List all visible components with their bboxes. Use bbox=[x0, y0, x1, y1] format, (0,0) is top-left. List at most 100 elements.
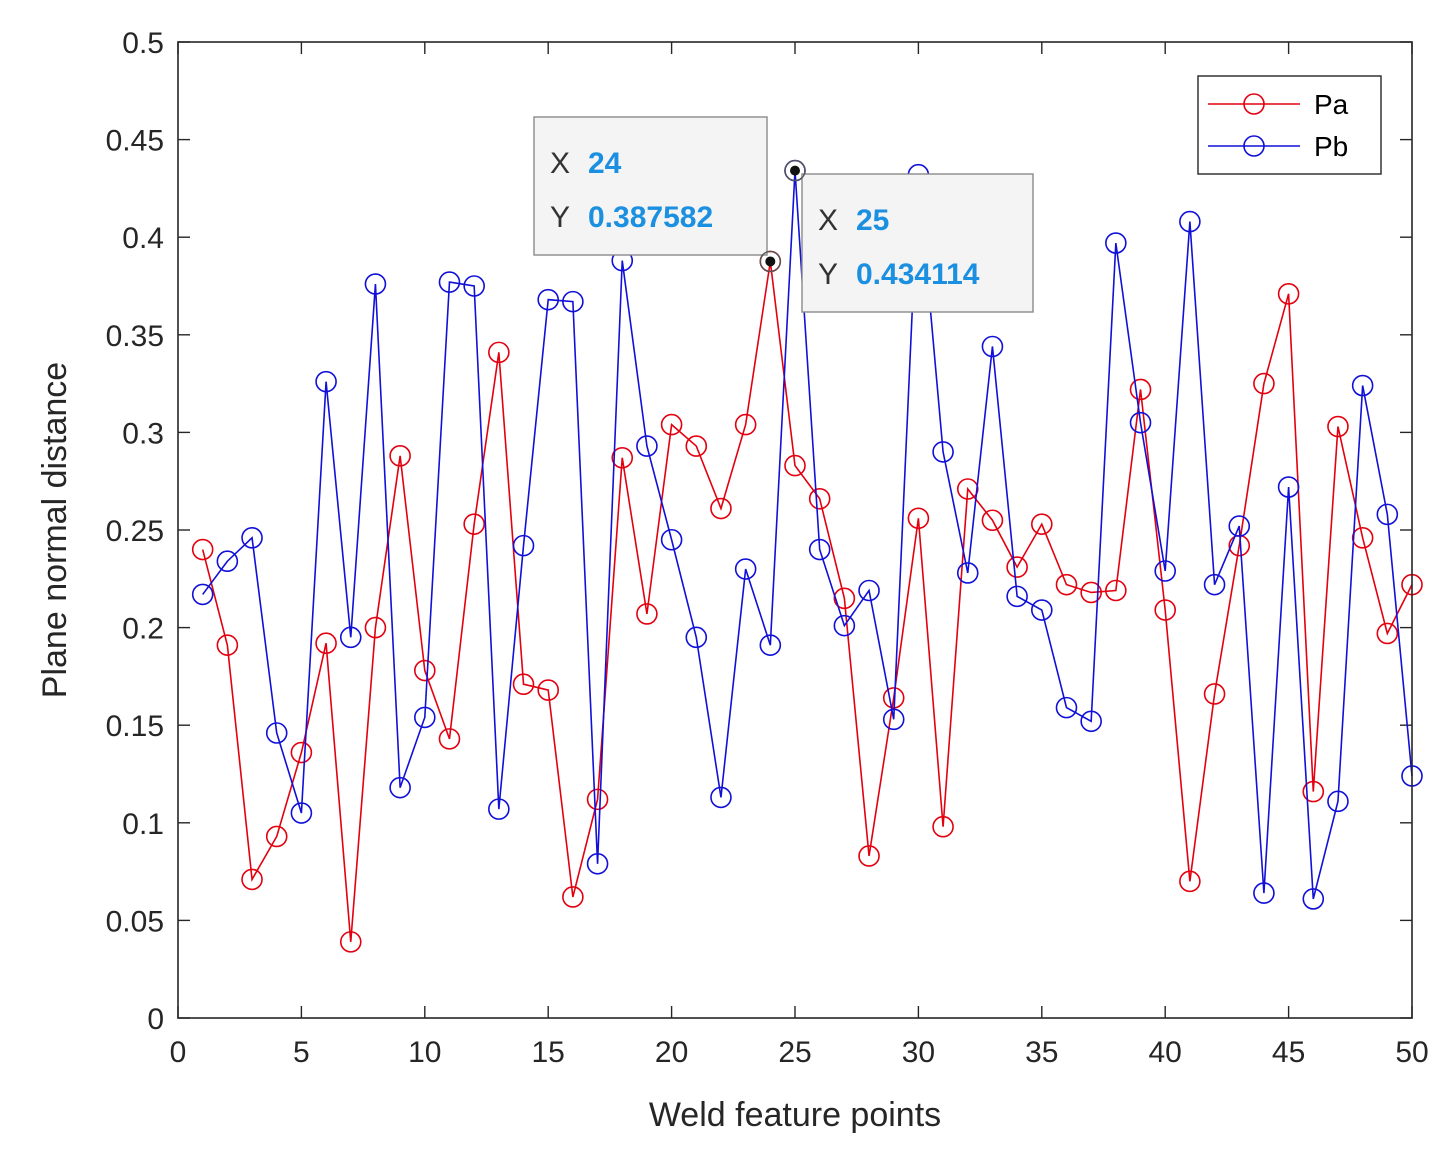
data-point-pa[interactable] bbox=[1277, 283, 1300, 305]
data-point-pa[interactable] bbox=[586, 788, 609, 811]
data-point-pa[interactable] bbox=[1203, 683, 1226, 705]
data-point-pb[interactable] bbox=[808, 538, 831, 561]
data-point-pb[interactable] bbox=[882, 708, 905, 731]
data-point-pa[interactable] bbox=[1105, 579, 1127, 602]
data-point-pb[interactable] bbox=[1203, 573, 1226, 596]
data-point-pa[interactable] bbox=[1031, 513, 1053, 535]
data-point-pa[interactable] bbox=[932, 815, 954, 838]
data-point-pb[interactable] bbox=[833, 614, 856, 637]
data-point-pa[interactable] bbox=[784, 454, 806, 477]
data-point-pa[interactable] bbox=[636, 603, 658, 625]
datatip-x-value: 24 bbox=[588, 147, 622, 180]
x-tick-labels: 0 5 10 15 20 25 30 35 40 45 50 bbox=[170, 1036, 1429, 1069]
data-point-pb[interactable] bbox=[537, 288, 560, 311]
data-point-pb[interactable] bbox=[1277, 476, 1300, 498]
data-point-pb[interactable] bbox=[710, 786, 732, 809]
data-point-pa[interactable] bbox=[241, 868, 263, 891]
data-point-pb[interactable] bbox=[1302, 888, 1325, 910]
data-point-pa[interactable] bbox=[734, 413, 757, 436]
data-point-pb[interactable] bbox=[1006, 585, 1028, 608]
data-point-pb[interactable] bbox=[1080, 710, 1102, 733]
data-point-pb[interactable] bbox=[1253, 882, 1275, 904]
data-point-pb[interactable] bbox=[932, 441, 954, 463]
data-point-pb[interactable] bbox=[956, 562, 979, 584]
data-point-pb[interactable] bbox=[1129, 411, 1152, 434]
data-point-pb[interactable] bbox=[512, 534, 535, 557]
data-point-pa[interactable] bbox=[1006, 556, 1028, 578]
data-point-pa[interactable] bbox=[685, 435, 708, 457]
y-tick-label: 0.45 bbox=[106, 125, 164, 158]
data-point-pb[interactable] bbox=[265, 722, 288, 744]
data-point-pa[interactable] bbox=[1055, 573, 1078, 596]
data-point-pa[interactable] bbox=[364, 616, 387, 639]
data-point-pa[interactable] bbox=[833, 587, 856, 610]
datatip-anchor-dot bbox=[790, 165, 800, 176]
data-point-pa[interactable] bbox=[1351, 527, 1374, 549]
data-point-pb[interactable] bbox=[1228, 515, 1251, 537]
data-point-pb[interactable] bbox=[290, 802, 313, 824]
data-point-pb[interactable] bbox=[339, 626, 362, 649]
data-point-pb[interactable] bbox=[216, 550, 239, 573]
data-point-pa[interactable] bbox=[710, 497, 732, 520]
data-point-pa[interactable] bbox=[808, 487, 831, 510]
data-point-pa[interactable] bbox=[611, 446, 634, 469]
data-point-pb[interactable] bbox=[858, 579, 880, 602]
data-point-pa[interactable] bbox=[389, 445, 411, 467]
data-point-pa[interactable] bbox=[191, 538, 214, 561]
data-point-pa[interactable] bbox=[315, 632, 337, 655]
data-point-pa[interactable] bbox=[339, 931, 362, 953]
data-point-pa[interactable] bbox=[907, 507, 930, 530]
datatip-pb-25[interactable]: X 25 Y 0.434114 bbox=[801, 173, 1034, 313]
data-point-pb[interactable] bbox=[1376, 503, 1399, 526]
data-point-pb[interactable] bbox=[1351, 374, 1374, 397]
data-point-pb[interactable] bbox=[438, 271, 461, 293]
data-point-pb[interactable] bbox=[1105, 232, 1127, 254]
data-point-pa[interactable] bbox=[413, 659, 436, 682]
data-point-pb[interactable] bbox=[636, 435, 658, 457]
data-point-pb[interactable] bbox=[1154, 560, 1176, 582]
data-point-pb[interactable] bbox=[981, 335, 1004, 358]
data-point-pb[interactable] bbox=[660, 528, 683, 551]
x-tick-label: 25 bbox=[778, 1036, 811, 1069]
data-point-pb[interactable] bbox=[759, 634, 782, 656]
data-point-pb[interactable] bbox=[389, 776, 411, 799]
data-point-pb[interactable] bbox=[734, 558, 757, 580]
data-point-pa[interactable] bbox=[981, 509, 1004, 532]
data-point-pa[interactable] bbox=[1327, 415, 1349, 438]
data-point-pa[interactable] bbox=[265, 825, 288, 848]
data-point-pb[interactable] bbox=[191, 583, 214, 606]
data-point-pa[interactable] bbox=[488, 341, 510, 364]
data-point-pb[interactable] bbox=[1055, 696, 1078, 719]
data-point-pa[interactable] bbox=[660, 413, 683, 436]
data-point-pa[interactable] bbox=[1129, 378, 1152, 401]
data-point-pb[interactable] bbox=[364, 273, 387, 295]
data-point-pa[interactable] bbox=[1154, 599, 1176, 621]
data-point-pa[interactable] bbox=[1080, 581, 1102, 604]
data-point-pa[interactable] bbox=[463, 513, 485, 535]
data-point-pb[interactable] bbox=[562, 290, 584, 313]
data-point-pa[interactable] bbox=[562, 886, 584, 908]
data-point-pa[interactable] bbox=[290, 741, 313, 764]
data-point-pb[interactable] bbox=[315, 370, 337, 393]
data-point-pb[interactable] bbox=[586, 852, 609, 875]
data-point-pa[interactable] bbox=[956, 478, 979, 500]
data-point-pa[interactable] bbox=[537, 679, 560, 701]
data-point-pa[interactable] bbox=[1302, 780, 1325, 803]
data-point-pa[interactable] bbox=[1253, 372, 1275, 395]
data-point-pb[interactable] bbox=[463, 275, 485, 297]
data-point-pa[interactable] bbox=[438, 728, 461, 750]
data-point-pa[interactable] bbox=[1179, 870, 1201, 893]
data-point-pa[interactable] bbox=[512, 673, 535, 696]
datatip-pa-24[interactable]: X 24 Y 0.387582 bbox=[533, 116, 768, 256]
data-point-pb[interactable] bbox=[241, 527, 263, 549]
data-point-pb[interactable] bbox=[413, 706, 436, 729]
data-point-pb[interactable] bbox=[1327, 790, 1349, 813]
data-point-pb[interactable] bbox=[1031, 599, 1053, 621]
data-point-pa[interactable] bbox=[1376, 622, 1399, 645]
data-point-pa[interactable] bbox=[216, 634, 239, 656]
data-point-pa[interactable] bbox=[858, 845, 880, 867]
data-point-pb[interactable] bbox=[488, 798, 510, 820]
data-point-pb[interactable] bbox=[685, 626, 708, 649]
data-point-pb[interactable] bbox=[1179, 210, 1201, 233]
